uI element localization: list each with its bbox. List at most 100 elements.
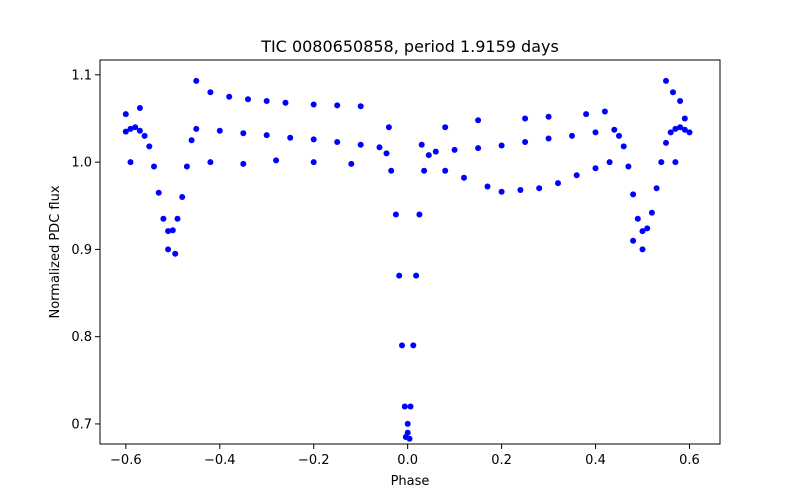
data-point — [240, 160, 247, 167]
data-point — [385, 124, 392, 131]
data-point — [174, 215, 181, 222]
data-point — [421, 167, 428, 174]
data-point — [357, 141, 364, 148]
data-point — [416, 211, 423, 218]
data-point — [193, 77, 200, 84]
data-point — [399, 342, 405, 349]
x-tick-label: −0.2 — [298, 453, 330, 468]
data-point — [461, 174, 467, 181]
data-point — [545, 113, 552, 120]
data-point — [681, 126, 688, 133]
data-point — [606, 159, 613, 166]
data-point — [639, 228, 646, 235]
data-point — [475, 145, 482, 152]
plot-area — [99, 59, 721, 445]
data-point — [663, 139, 669, 146]
data-point — [630, 237, 637, 244]
data-point — [240, 130, 247, 137]
data-point — [165, 228, 172, 235]
data-point — [410, 342, 417, 349]
data-point — [630, 191, 637, 198]
x-axis-ticks: −0.6 −0.4 −0.2 0.0 0.2 0.4 0.6 — [110, 444, 700, 468]
data-point — [263, 98, 270, 104]
data-point — [226, 93, 233, 100]
data-point — [498, 142, 505, 149]
data-point — [484, 183, 491, 190]
data-point — [207, 159, 214, 166]
data-point — [573, 172, 580, 179]
data-point — [522, 115, 529, 122]
data-point — [136, 105, 143, 111]
data-point — [179, 194, 186, 200]
data-point — [404, 429, 411, 436]
data-point — [475, 117, 482, 124]
data-point — [432, 148, 439, 155]
data-point — [376, 144, 383, 151]
data-point — [555, 180, 561, 187]
data-point — [407, 403, 414, 410]
data-point — [670, 89, 676, 96]
data-point — [334, 139, 341, 145]
data-point — [122, 128, 129, 135]
data-point — [401, 403, 408, 410]
data-points — [122, 77, 693, 442]
data-point — [310, 136, 317, 143]
data-point — [169, 227, 176, 234]
data-point — [681, 115, 688, 122]
data-point — [310, 159, 317, 166]
x-tick-label: −0.6 — [110, 453, 142, 468]
data-point — [273, 157, 280, 164]
data-point — [451, 146, 458, 153]
x-axis-label: Phase — [391, 474, 430, 489]
data-point — [172, 250, 179, 257]
data-point — [634, 215, 641, 222]
x-tick-label: 0.4 — [585, 453, 606, 468]
data-point — [413, 272, 420, 279]
data-point — [677, 124, 684, 131]
y-axis-ticks: 0.7 0.8 0.9 1.0 1.1 — [71, 68, 100, 432]
data-point — [616, 132, 622, 139]
data-point — [592, 129, 599, 136]
data-point — [122, 111, 129, 118]
data-point — [357, 103, 364, 110]
data-point — [127, 125, 134, 132]
data-point — [418, 141, 425, 148]
y-tick-label: 1.1 — [71, 68, 92, 83]
data-point — [207, 89, 214, 96]
data-point — [517, 187, 524, 193]
data-point — [625, 163, 632, 170]
data-point — [396, 272, 403, 279]
data-point — [658, 159, 665, 166]
data-point — [310, 101, 317, 108]
data-point — [667, 129, 674, 136]
data-point — [404, 420, 411, 427]
data-point — [644, 225, 651, 232]
x-tick-label: 0.0 — [397, 453, 418, 468]
data-point — [165, 246, 172, 253]
x-tick-label: 0.2 — [491, 453, 512, 468]
data-point — [388, 167, 395, 174]
chart-title: TIC 0080650858, period 1.9159 days — [260, 37, 559, 56]
data-point — [160, 215, 167, 222]
data-point — [677, 98, 684, 104]
data-point — [648, 209, 655, 216]
data-point — [686, 129, 693, 136]
data-point — [136, 127, 143, 134]
y-axis-label: Normalized PDC flux — [48, 185, 63, 318]
data-point — [442, 124, 449, 131]
data-point — [132, 124, 139, 131]
data-point — [611, 126, 618, 133]
data-point — [569, 132, 575, 139]
data-point — [653, 185, 660, 192]
data-point — [348, 160, 355, 167]
data-point — [536, 185, 543, 192]
data-point — [583, 111, 590, 118]
x-tick-label: 0.6 — [679, 453, 700, 468]
data-point — [442, 167, 449, 174]
data-point — [193, 125, 200, 132]
data-point — [620, 143, 627, 150]
data-point — [216, 127, 223, 134]
data-point — [672, 159, 679, 166]
x-tick-label: −0.4 — [204, 453, 236, 468]
